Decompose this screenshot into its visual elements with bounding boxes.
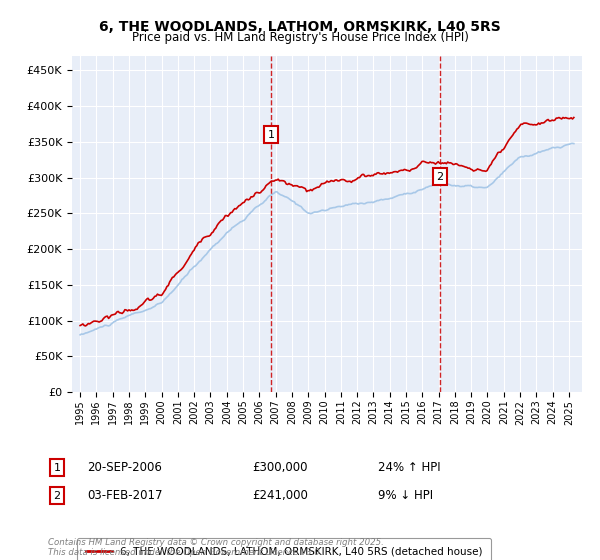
Text: 20-SEP-2006: 20-SEP-2006 (87, 461, 162, 474)
Legend: 6, THE WOODLANDS, LATHOM, ORMSKIRK, L40 5RS (detached house), HPI: Average price: 6, THE WOODLANDS, LATHOM, ORMSKIRK, L40 … (77, 538, 491, 560)
Text: 2: 2 (437, 172, 443, 182)
Text: Price paid vs. HM Land Registry's House Price Index (HPI): Price paid vs. HM Land Registry's House … (131, 31, 469, 44)
Text: Contains HM Land Registry data © Crown copyright and database right 2025.
This d: Contains HM Land Registry data © Crown c… (48, 538, 384, 557)
Text: £300,000: £300,000 (252, 461, 308, 474)
Text: 6, THE WOODLANDS, LATHOM, ORMSKIRK, L40 5RS: 6, THE WOODLANDS, LATHOM, ORMSKIRK, L40 … (99, 20, 501, 34)
Text: 24% ↑ HPI: 24% ↑ HPI (378, 461, 440, 474)
Text: 2: 2 (53, 491, 61, 501)
Text: 1: 1 (268, 129, 275, 139)
Text: 1: 1 (53, 463, 61, 473)
Text: 9% ↓ HPI: 9% ↓ HPI (378, 489, 433, 502)
Text: £241,000: £241,000 (252, 489, 308, 502)
Text: 03-FEB-2017: 03-FEB-2017 (87, 489, 163, 502)
